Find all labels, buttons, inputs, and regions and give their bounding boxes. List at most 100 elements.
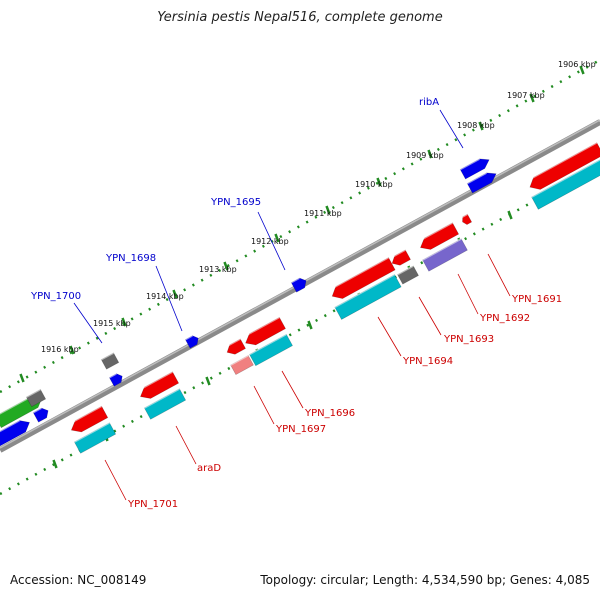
gene-ypn-1695-highlight	[290, 277, 300, 284]
leader-ypn-1692	[457, 273, 479, 315]
major-tick	[69, 345, 75, 355]
gene-label-ypn-1695[interactable]: YPN_1695	[210, 197, 261, 208]
major-tick	[376, 177, 382, 187]
gene-araD-highlight	[136, 370, 173, 392]
gene-araD	[136, 370, 180, 399]
gene-label-ypn-1693[interactable]: YPN_1693	[443, 334, 494, 345]
leader-ribA	[439, 109, 464, 149]
major-tick	[507, 210, 513, 220]
gene-ypn-1691	[526, 141, 600, 190]
major-tick	[427, 149, 433, 159]
gene-ypn-1694-b-highlight	[396, 264, 414, 276]
major-tick	[121, 317, 127, 327]
major-tick	[52, 459, 58, 469]
leader-araD	[175, 425, 197, 465]
ruler-label: 1908 kbp	[457, 121, 495, 130]
gene-label-araD[interactable]: araD	[197, 463, 221, 474]
gene-label-ypn-1692[interactable]: YPN_1692	[479, 313, 530, 324]
cds-ypn-1696	[248, 333, 293, 367]
gene-label-ypn-1700[interactable]: YPN_1700	[30, 291, 81, 302]
major-tick	[529, 93, 535, 103]
leader-ypn-1697	[253, 385, 275, 425]
label-leader-lines	[73, 109, 511, 501]
cds-ypn-1696-highlight	[248, 333, 287, 356]
major-ticks	[19, 65, 585, 469]
ruler-label: 1911 kbp	[304, 209, 342, 218]
ruler-label: 1913 kbp	[199, 265, 237, 274]
gene-labels-reverse: YPN_1691 YPN_1692 YPN_1693 YPN_1694 YPN_…	[127, 294, 562, 510]
gene-ypn-1698-highlight	[184, 334, 193, 341]
gene-ypn-1696	[241, 316, 286, 346]
cds-ypn-1697	[230, 354, 254, 376]
gene-left-blue-highlight	[0, 419, 20, 437]
cds-ypn-1701	[73, 421, 117, 454]
gene-left-blue	[0, 419, 30, 448]
gene-ribA-cds-highlight	[466, 171, 487, 185]
major-tick	[579, 65, 585, 75]
gene-ypn-1692	[459, 213, 473, 225]
gene-ypn-1701	[67, 405, 109, 433]
gene-labels-forward: ribA YPN_1695 YPN_1698 YPN_1700	[30, 97, 439, 302]
gene-label-ypn-1694[interactable]: YPN_1694	[402, 356, 453, 367]
gene-left-blue-2-highlight	[32, 407, 42, 414]
major-tick	[478, 121, 484, 131]
major-tick	[307, 320, 313, 330]
leader-ypn-1701	[104, 459, 127, 501]
gene-ypn-1695	[290, 277, 307, 293]
leader-ypn-1695	[257, 211, 286, 271]
cds-ypn-1694-highlight	[334, 273, 395, 309]
gene-left-grey	[25, 388, 47, 408]
gene-ypn-1694-a	[388, 248, 411, 266]
map-title: Yersinia pestis Nepal516, complete genom…	[157, 10, 443, 25]
gene-left-blue-2	[32, 407, 49, 423]
gene-ypn-1700	[108, 372, 123, 387]
major-tick	[172, 289, 178, 299]
gene-ypn-1694-a-highlight	[388, 248, 406, 260]
cds-ypn-1701-highlight	[73, 421, 110, 443]
gene-ypn-1700-highlight	[108, 372, 117, 379]
major-tick	[325, 205, 331, 215]
gene-label-ypn-1691[interactable]: YPN_1691	[511, 294, 562, 305]
gene-ypn-1696-highlight	[241, 316, 280, 339]
leader-ypn-1691	[487, 253, 511, 297]
major-tick	[205, 376, 211, 386]
leader-ypn-1696	[281, 370, 304, 409]
gene-ribA-cds	[466, 171, 497, 194]
major-tick	[274, 233, 280, 243]
ruler-label: 1915 kbp	[93, 319, 131, 328]
gene-left-grey-highlight	[25, 388, 41, 398]
ruler-labels: 1906 kbp 1907 kbp 1908 kbp 1909 kbp 1910…	[41, 60, 596, 354]
gene-ypn-1701-highlight	[67, 405, 103, 426]
cds-ypn-1693-highlight	[422, 237, 462, 261]
leader-ypn-1700	[73, 302, 103, 344]
gene-label-ribA[interactable]: ribA	[419, 97, 439, 108]
inner-ruler-line	[0, 163, 600, 496]
major-tick	[223, 261, 229, 271]
cds-ypn-1691	[531, 157, 600, 210]
ruler-label: 1914 kbp	[146, 292, 184, 301]
gene-label-ypn-1701[interactable]: YPN_1701	[127, 499, 178, 510]
cds-araD-highlight	[143, 387, 180, 409]
gene-label-ypn-1698[interactable]: YPN_1698	[105, 253, 156, 264]
gene-ypn-1697	[223, 337, 246, 355]
ruler-label: 1907 kbp	[507, 91, 545, 100]
cds-ypn-1697-highlight	[230, 354, 249, 366]
cds-araD	[143, 387, 187, 420]
ruler-label: 1909 kbp	[406, 151, 444, 160]
gene-ribA-highlight	[459, 157, 480, 171]
accession-text: Accession: NC_008149	[10, 573, 147, 587]
gene-ypn-1699	[100, 351, 120, 370]
gene-label-ypn-1697[interactable]: YPN_1697	[275, 424, 326, 435]
gene-label-ypn-1696[interactable]: YPN_1696	[304, 408, 355, 419]
leader-ypn-1698	[155, 265, 183, 332]
cds-ypn-1691-highlight	[531, 157, 600, 198]
gene-ypn-1694-b	[396, 264, 419, 285]
cds-ypn-1694	[334, 273, 402, 320]
ruler-label: 1912 kbp	[251, 237, 289, 246]
gene-left-green-highlight	[0, 395, 33, 418]
ruler-label: 1916 kbp	[41, 345, 79, 354]
leader-ypn-1694	[377, 316, 402, 357]
gene-ypn-1694	[328, 256, 396, 299]
